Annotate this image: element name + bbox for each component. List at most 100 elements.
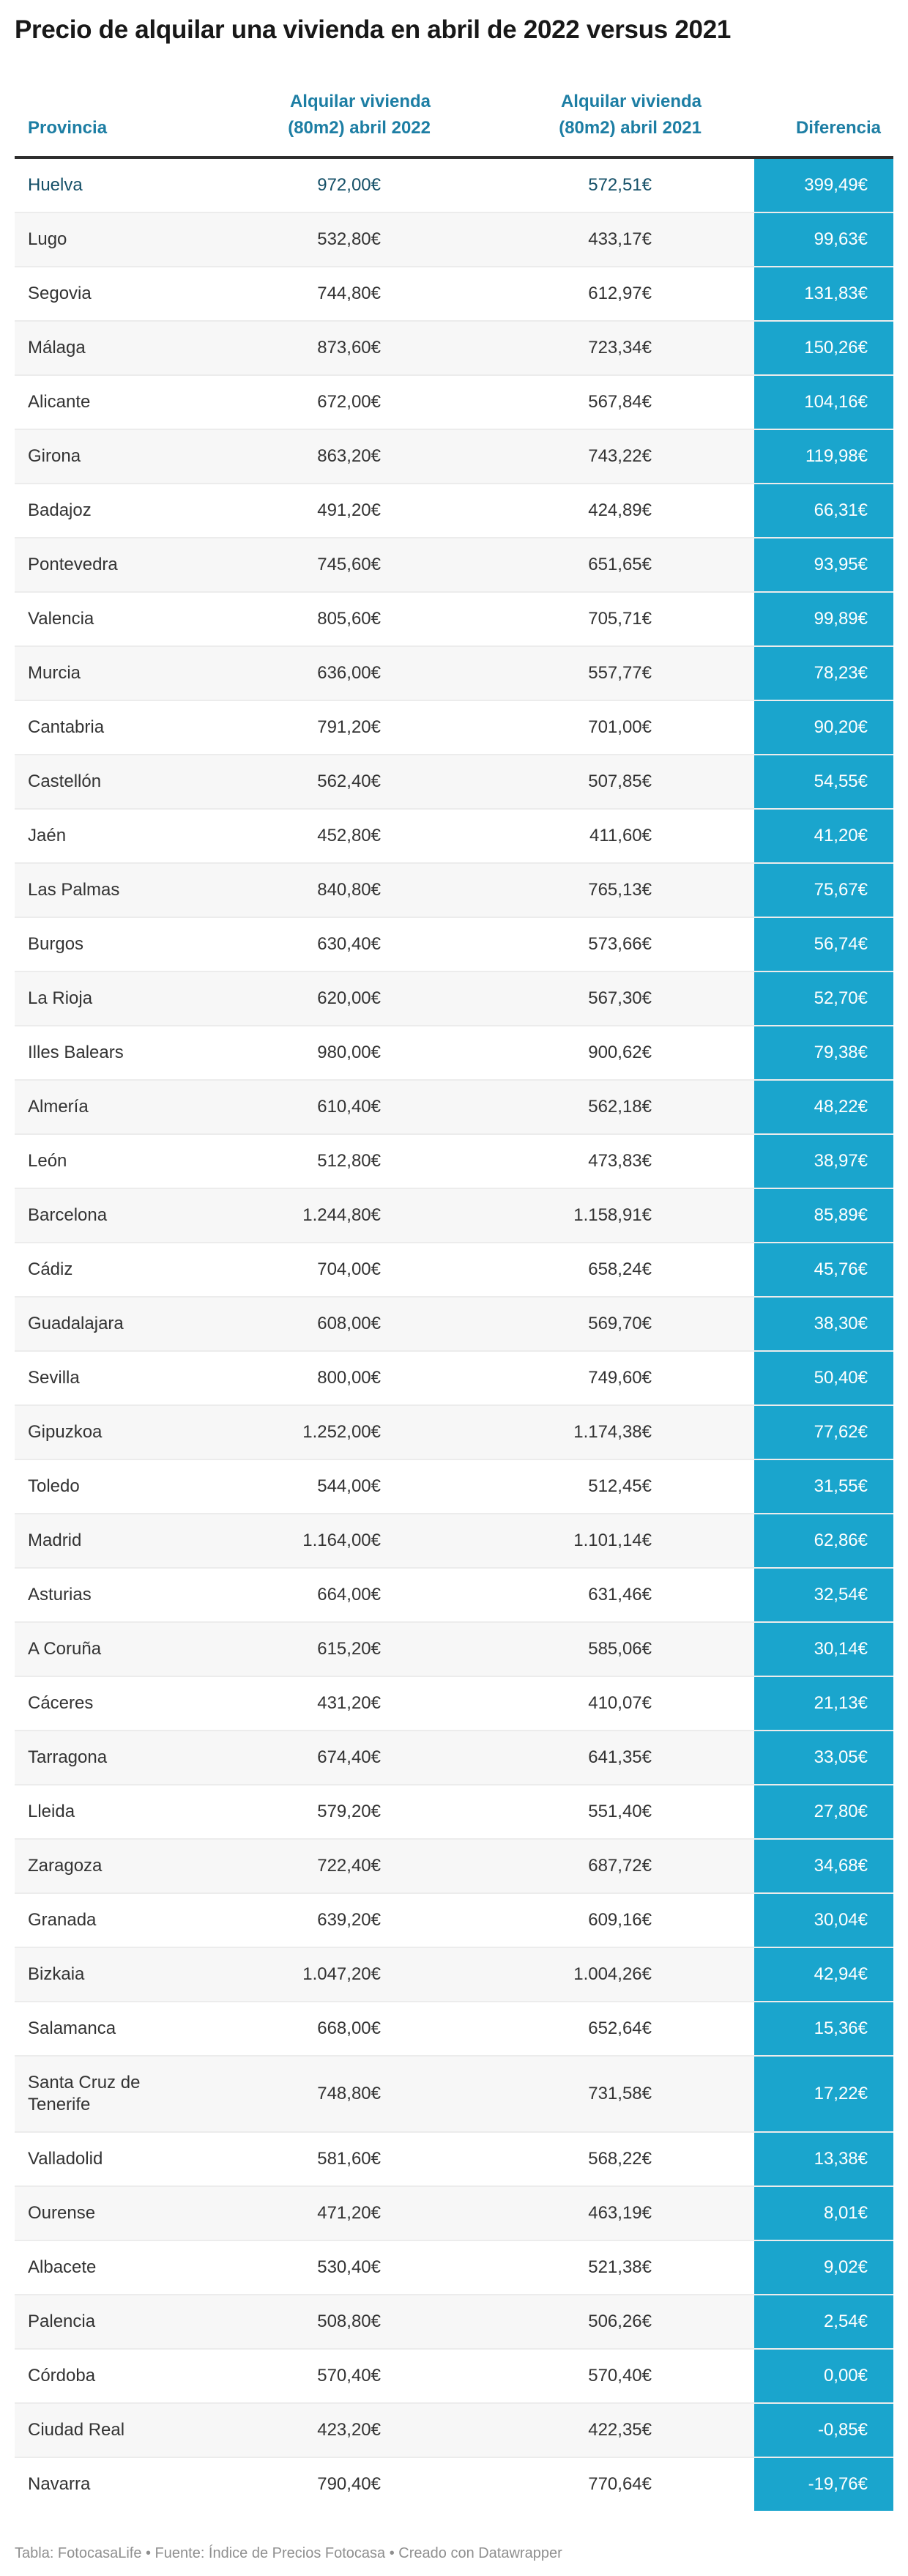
province-cell: Segovia [28, 284, 92, 303]
rent-2022-cell: 639,20€ [317, 1910, 381, 1930]
diff-cell: 93,95€ [754, 538, 893, 592]
rent-2022-cell: 508,80€ [317, 2312, 381, 2331]
province-cell: Jaén [28, 826, 67, 845]
rent-2022-cell: 791,20€ [317, 717, 381, 737]
rent-2022-cell: 423,20€ [317, 2420, 381, 2440]
rent-2021-cell: 521,38€ [588, 2257, 652, 2277]
province-cell: Ourense [28, 2203, 96, 2223]
table-row: Guadalajara 608,00€ 569,70€ 38,30€ [15, 1297, 893, 1351]
column-header-provincia: Provincia [15, 47, 198, 159]
rent-2022-cell: 972,00€ [317, 175, 381, 195]
province-cell: Illes Balears [28, 1043, 124, 1062]
diff-cell: 33,05€ [754, 1731, 893, 1785]
diff-cell: 119,98€ [754, 429, 893, 484]
rent-2021-cell: 1.158,91€ [573, 1205, 652, 1225]
table-row: Lugo 532,80€ 433,17€ 99,63€ [15, 212, 893, 267]
rent-2021-cell: 463,19€ [588, 2203, 652, 2223]
rent-2022-cell: 630,40€ [317, 934, 381, 954]
page-title: Precio de alquilar una vivienda en abril… [15, 15, 732, 44]
table-row: Santa Cruz de Tenerife 748,80€ 731,58€ 17,2… [15, 2056, 893, 2132]
header-line: (80m2) abril 2021 [559, 118, 702, 138]
diff-cell: 17,22€ [754, 2056, 893, 2132]
diff-cell: -19,76€ [754, 2457, 893, 2511]
diff-cell: 8,01€ [754, 2186, 893, 2240]
rent-2021-cell: 723,34€ [588, 338, 652, 358]
rent-2022-cell: 1.244,80€ [302, 1205, 381, 1225]
province-cell: Huelva [28, 175, 83, 195]
header-row: Provincia Alquilar vivienda (80m2) abril 2… [15, 47, 893, 159]
province-cell: Gipuzkoa [28, 1422, 103, 1442]
table-row: Tarragona 674,40€ 641,35€ 33,05€ [15, 1731, 893, 1785]
province-cell: Las Palmas [28, 880, 120, 900]
rent-2022-cell: 745,60€ [317, 555, 381, 574]
rent-2021-cell: 658,24€ [588, 1259, 652, 1279]
table-row: Zaragoza 722,40€ 687,72€ 34,68€ [15, 1839, 893, 1893]
table-row: Segovia 744,80€ 612,97€ 131,83€ [15, 267, 893, 321]
rent-2021-cell: 612,97€ [588, 284, 652, 303]
rent-2022-cell: 610,40€ [317, 1097, 381, 1117]
diff-cell: 85,89€ [754, 1188, 893, 1243]
rent-2022-cell: 1.047,20€ [302, 1964, 381, 1984]
rent-2021-cell: 562,18€ [588, 1097, 652, 1117]
rent-2021-cell: 473,83€ [588, 1151, 652, 1171]
rent-2022-cell: 579,20€ [317, 1802, 381, 1821]
province-cell: León [28, 1151, 67, 1171]
province-cell: Málaga [28, 338, 86, 358]
table-row: Burgos 630,40€ 573,66€ 56,74€ [15, 917, 893, 971]
province-cell: Madrid [28, 1531, 82, 1550]
rent-2022-cell: 562,40€ [317, 771, 381, 791]
table-row: Cádiz 704,00€ 658,24€ 45,76€ [15, 1243, 893, 1297]
rent-2021-cell: 631,46€ [588, 1585, 652, 1605]
diff-cell: 48,22€ [754, 1080, 893, 1134]
table-row: Salamanca 668,00€ 652,64€ 15,36€ [15, 2002, 893, 2056]
table-row: Illes Balears 980,00€ 900,62€ 79,38€ [15, 1026, 893, 1080]
rent-2022-cell: 800,00€ [317, 1368, 381, 1388]
table-row: Las Palmas 840,80€ 765,13€ 75,67€ [15, 863, 893, 917]
rent-2022-cell: 840,80€ [317, 880, 381, 900]
rent-2022-cell: 1.252,00€ [302, 1422, 381, 1442]
diff-cell: 75,67€ [754, 863, 893, 917]
table-row: Palencia 508,80€ 506,26€ 2,54€ [15, 2295, 893, 2349]
rent-2022-cell: 608,00€ [317, 1314, 381, 1333]
diff-cell: 99,89€ [754, 592, 893, 646]
province-cell: Granada [28, 1910, 97, 1930]
header-line: Alquilar vivienda [560, 92, 702, 111]
column-header-diferencia: Diferencia [754, 47, 893, 159]
province-cell: Cáceres [28, 1693, 94, 1713]
rent-2022-cell: 873,60€ [317, 338, 381, 358]
rent-2021-cell: 705,71€ [588, 609, 652, 629]
rent-2021-cell: 567,84€ [588, 392, 652, 412]
rent-2022-cell: 532,80€ [317, 229, 381, 249]
rent-2021-cell: 551,40€ [588, 1802, 652, 1821]
diff-cell: 38,97€ [754, 1134, 893, 1188]
rent-2021-cell: 749,60€ [588, 1368, 652, 1388]
province-cell: Alicante [28, 392, 91, 412]
table-row: Badajoz 491,20€ 424,89€ 66,31€ [15, 484, 893, 538]
rent-2021-cell: 1.174,38€ [573, 1422, 652, 1442]
province-cell: La Rioja [28, 988, 93, 1008]
province-cell: Bizkaia [28, 1964, 85, 1984]
rent-2022-cell: 744,80€ [317, 284, 381, 303]
province-cell: Asturias [28, 1585, 92, 1605]
column-header-abril-2021: Alquilar vivienda (80m2) abril 2021 [447, 47, 754, 159]
rent-2021-cell: 651,65€ [588, 555, 652, 574]
diff-cell: 27,80€ [754, 1785, 893, 1839]
rent-2022-cell: 704,00€ [317, 1259, 381, 1279]
rent-2021-cell: 765,13€ [588, 880, 652, 900]
diff-cell: 99,63€ [754, 212, 893, 267]
diff-cell: 104,16€ [754, 375, 893, 429]
table-row: Barcelona 1.244,80€ 1.158,91€ 85,89€ [15, 1188, 893, 1243]
table-row: Asturias 664,00€ 631,46€ 32,54€ [15, 1568, 893, 1622]
province-cell: Cantabria [28, 717, 105, 737]
diff-cell: 56,74€ [754, 917, 893, 971]
rent-2022-cell: 805,60€ [317, 609, 381, 629]
diff-cell: 31,55€ [754, 1459, 893, 1514]
rent-2022-cell: 570,40€ [317, 2366, 381, 2386]
footer-credit: Tabla: FotocasaLife • Fuente: Índice de … [15, 2545, 562, 2561]
rent-2021-cell: 1.101,14€ [573, 1531, 652, 1550]
diff-cell: 41,20€ [754, 809, 893, 863]
rent-2021-cell: 641,35€ [588, 1747, 652, 1767]
diff-cell: 15,36€ [754, 2002, 893, 2056]
table-row: Madrid 1.164,00€ 1.101,14€ 62,86€ [15, 1514, 893, 1568]
table-row: Cantabria 791,20€ 701,00€ 90,20€ [15, 700, 893, 755]
